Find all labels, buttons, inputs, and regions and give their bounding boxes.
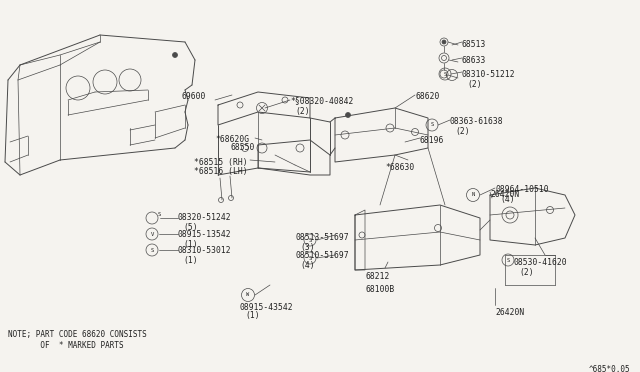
Text: 68620: 68620 bbox=[416, 92, 440, 101]
Text: 08530-41620: 08530-41620 bbox=[514, 258, 568, 267]
Text: 08915-43542: 08915-43542 bbox=[240, 303, 294, 312]
Circle shape bbox=[442, 40, 446, 44]
Text: (1): (1) bbox=[183, 240, 198, 249]
Text: (1): (1) bbox=[183, 256, 198, 265]
Text: (2): (2) bbox=[519, 268, 534, 277]
Text: 08363-61638: 08363-61638 bbox=[450, 117, 504, 126]
Circle shape bbox=[346, 112, 351, 118]
Text: 08964-10510: 08964-10510 bbox=[495, 185, 548, 194]
Text: 68633: 68633 bbox=[462, 56, 486, 65]
Text: S: S bbox=[506, 257, 509, 263]
Text: S: S bbox=[157, 212, 161, 218]
Text: 08310-51212: 08310-51212 bbox=[462, 70, 516, 79]
Text: 69600: 69600 bbox=[182, 92, 206, 101]
Text: *68630: *68630 bbox=[385, 163, 414, 172]
Text: 68196: 68196 bbox=[420, 136, 444, 145]
Text: (2): (2) bbox=[467, 80, 482, 89]
Text: 26420N: 26420N bbox=[490, 190, 519, 199]
Text: (4): (4) bbox=[300, 261, 315, 270]
Text: 68513: 68513 bbox=[462, 40, 486, 49]
Text: (3): (3) bbox=[300, 243, 315, 252]
Text: (4): (4) bbox=[500, 195, 515, 204]
Text: 08513-51697: 08513-51697 bbox=[295, 233, 349, 242]
Text: S: S bbox=[308, 237, 312, 243]
Text: 26420N: 26420N bbox=[495, 308, 524, 317]
Text: 68100B: 68100B bbox=[365, 285, 394, 294]
Text: V: V bbox=[150, 231, 154, 237]
Text: (2): (2) bbox=[295, 107, 310, 116]
Text: 08915-13542: 08915-13542 bbox=[178, 230, 232, 239]
Text: 68550: 68550 bbox=[230, 143, 255, 152]
Text: S: S bbox=[308, 256, 312, 260]
Text: 08320-51242: 08320-51242 bbox=[178, 213, 232, 222]
Text: (2): (2) bbox=[455, 127, 470, 136]
Text: S: S bbox=[150, 247, 154, 253]
Text: *68516 (LH): *68516 (LH) bbox=[195, 167, 248, 176]
Text: (5): (5) bbox=[183, 223, 198, 232]
Text: *68515 (RH): *68515 (RH) bbox=[195, 158, 248, 167]
Text: NOTE; PART CODE 68620 CONSISTS: NOTE; PART CODE 68620 CONSISTS bbox=[8, 330, 147, 339]
Text: *68620G: *68620G bbox=[216, 135, 250, 144]
Text: OF  * MARKED PARTS: OF * MARKED PARTS bbox=[8, 341, 124, 350]
Text: 68212: 68212 bbox=[365, 272, 389, 281]
Text: N: N bbox=[472, 192, 475, 198]
Text: ^685*0.05: ^685*0.05 bbox=[588, 365, 630, 372]
Text: (1): (1) bbox=[245, 311, 260, 320]
Text: S: S bbox=[430, 122, 434, 128]
Text: *§08320-40842: *§08320-40842 bbox=[290, 96, 353, 105]
Text: W: W bbox=[246, 292, 250, 298]
Text: 08510-51697: 08510-51697 bbox=[295, 251, 349, 260]
Text: S: S bbox=[444, 71, 447, 77]
Circle shape bbox=[173, 52, 177, 58]
Text: 08310-53012: 08310-53012 bbox=[178, 246, 232, 255]
